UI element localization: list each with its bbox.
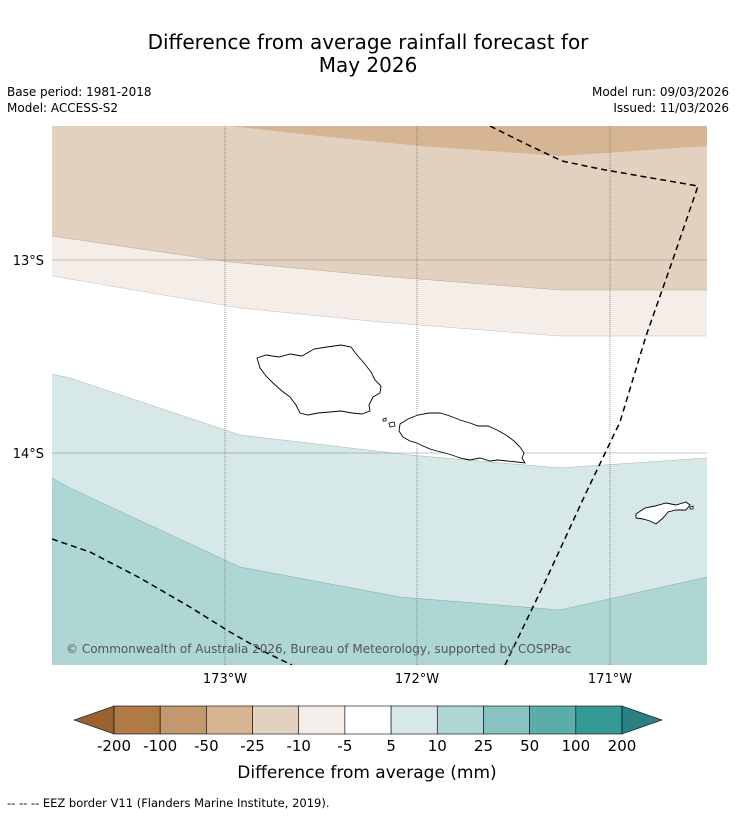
model-run: Model run: 09/03/2026 xyxy=(591,85,729,99)
colorbar-tick-label: 25 xyxy=(474,737,493,755)
title-line-2: May 2026 xyxy=(318,53,418,77)
eez-footnote: -- -- -- EEZ border V11 (Flanders Marine… xyxy=(7,796,330,810)
eez-border-samoa-us xyxy=(489,126,699,665)
colorbar-swatch xyxy=(390,705,438,735)
base-period: Base period: 1981-2018 xyxy=(7,85,152,99)
colorbar-extend-high xyxy=(621,705,663,735)
manono-island xyxy=(382,417,387,422)
colorbar-tick-label: 10 xyxy=(428,737,447,755)
colorbar-swatch xyxy=(575,705,623,735)
colorbar-swatch xyxy=(206,705,253,735)
rainfall-anomaly-field: © Commonwealth of Australia 2026, Bureau… xyxy=(52,126,707,665)
tutuila-island xyxy=(635,501,691,525)
lon-label-172w: 172°W xyxy=(395,672,439,687)
copyright-text: © Commonwealth of Australia 2026, Bureau… xyxy=(66,642,571,656)
colorbar-tick-label: 200 xyxy=(608,737,637,755)
meta-right: Model run: 09/03/2026 Issued: 11/03/2026 xyxy=(592,84,729,116)
aunuu-island xyxy=(689,505,694,510)
apolima-island xyxy=(388,421,396,428)
colorbar-swatch xyxy=(483,705,530,735)
band-minus-10 xyxy=(52,236,707,336)
colorbar-tick-label: 100 xyxy=(561,737,590,755)
colorbar-label: Difference from average (mm) xyxy=(237,763,496,783)
eez-border-southwest xyxy=(52,538,293,665)
upolu-island xyxy=(398,412,526,464)
colorbar-swatch xyxy=(298,705,346,735)
band-plus-10 xyxy=(52,478,707,665)
colorbar-swatch xyxy=(252,705,300,735)
colorbar-tick-label: -10 xyxy=(286,737,311,755)
chart-title: Difference from average rainfall forecas… xyxy=(0,31,736,77)
colorbar-tick-label: 50 xyxy=(520,737,539,755)
lon-label-173w: 173°W xyxy=(203,672,247,687)
colorbar-swatch xyxy=(529,705,577,735)
lon-label-171w: 171°W xyxy=(588,672,632,687)
colorbar-swatch xyxy=(113,705,161,735)
model-name: Model: ACCESS-S2 xyxy=(7,101,119,115)
lat-label-14s: 14°S xyxy=(13,447,44,462)
colorbar-swatch xyxy=(344,705,392,735)
band-minus-50 xyxy=(230,126,707,156)
lat-label-13s: 13°S xyxy=(13,254,44,269)
colorbar-extend-low xyxy=(73,705,115,735)
colorbar-tick-label: -5 xyxy=(337,737,352,755)
colorbar-tick-label: -200 xyxy=(97,737,131,755)
savaii-island xyxy=(256,344,382,416)
colorbar-swatch xyxy=(436,705,484,735)
meta-left: Base period: 1981-2018 Model: ACCESS-S2 xyxy=(7,84,152,116)
colorbar-tick-label: -50 xyxy=(194,737,219,755)
title-line-1: Difference from average rainfall forecas… xyxy=(147,30,589,54)
colorbar-swatch xyxy=(159,705,207,735)
colorbar-tick-label: -25 xyxy=(240,737,265,755)
colorbar-tick-label: -100 xyxy=(143,737,177,755)
colorbar: -200 -100 -50 -25 -10 -5 5 10 25 50 100 200 Differe… xyxy=(73,705,663,783)
colorbar-tick-label: 5 xyxy=(386,737,396,755)
issued-date: Issued: 11/03/2026 xyxy=(613,101,729,115)
band-minus-25 xyxy=(52,126,707,290)
